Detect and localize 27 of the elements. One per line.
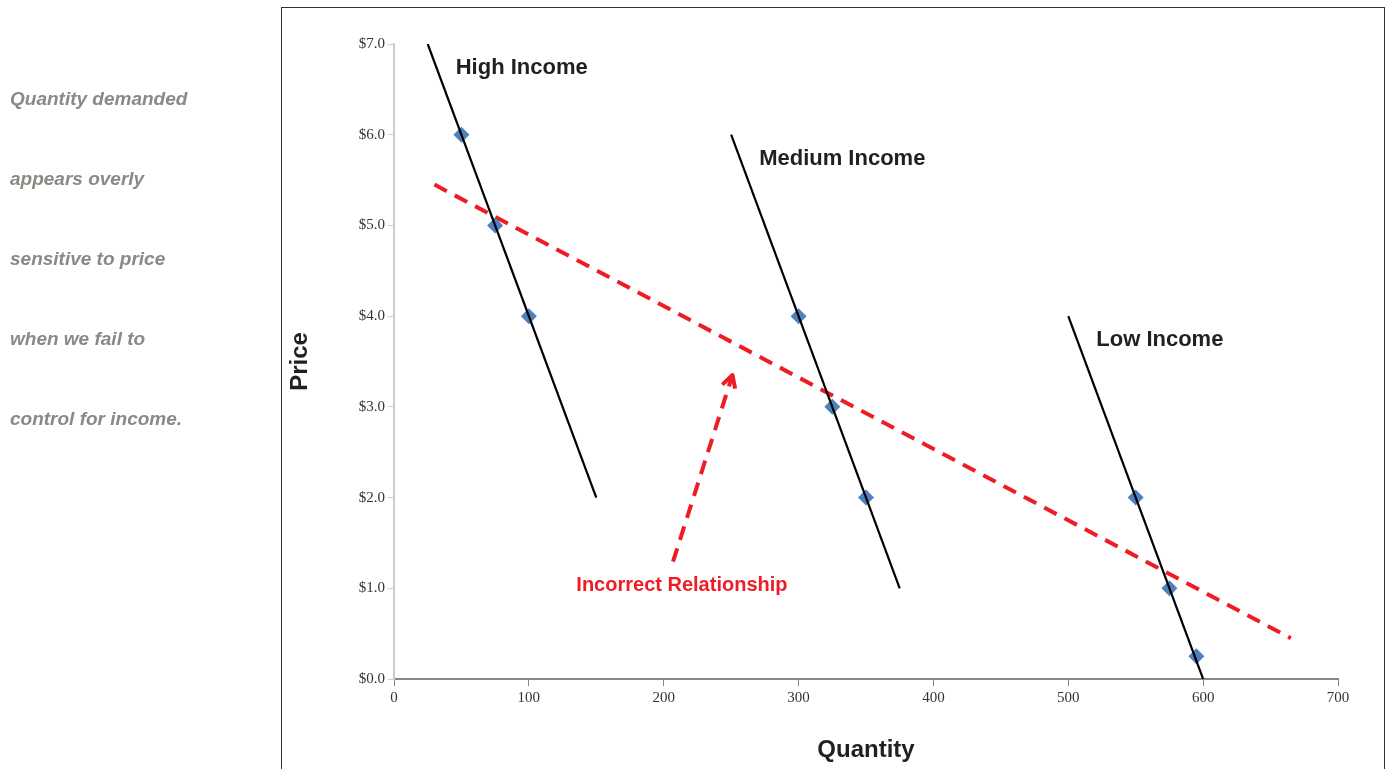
y-tick-label: $3.0 — [358, 397, 385, 414]
x-tick-label: 400 — [922, 688, 945, 705]
x-tick-label: 200 — [652, 688, 675, 705]
series-label: High Income — [455, 54, 588, 80]
series-label: Medium Income — [759, 144, 926, 170]
y-tick-label: $2.0 — [358, 488, 385, 505]
y-tick-label: $4.0 — [358, 307, 385, 324]
text: sensitive to price — [10, 248, 167, 271]
text: appears overly — [10, 168, 146, 191]
y-tick-label: $1.0 — [358, 579, 385, 596]
text: Quantity demanded — [10, 88, 188, 111]
x-tick-label: 0 — [390, 688, 398, 705]
y-tick-label: $0.0 — [358, 669, 385, 686]
y-tick-label: $7.0 — [358, 34, 385, 51]
text: when we fail to — [10, 328, 147, 351]
y-tick-label: $6.0 — [358, 125, 385, 142]
annotation: Incorrect Relationship — [576, 572, 788, 595]
x-tick-label: 700 — [1326, 688, 1350, 705]
text: control for income. — [10, 408, 184, 431]
x-tick-label: 600 — [1191, 688, 1215, 705]
y-tick-label: $5.0 — [358, 216, 385, 233]
y-axis-title: Price — [285, 332, 313, 391]
x-axis-title: Quantity — [817, 735, 916, 763]
x-tick-label: 500 — [1057, 688, 1080, 705]
x-tick-label: 100 — [517, 688, 541, 705]
x-tick-label: 300 — [787, 688, 810, 705]
series-label: Low Income — [1096, 326, 1224, 352]
